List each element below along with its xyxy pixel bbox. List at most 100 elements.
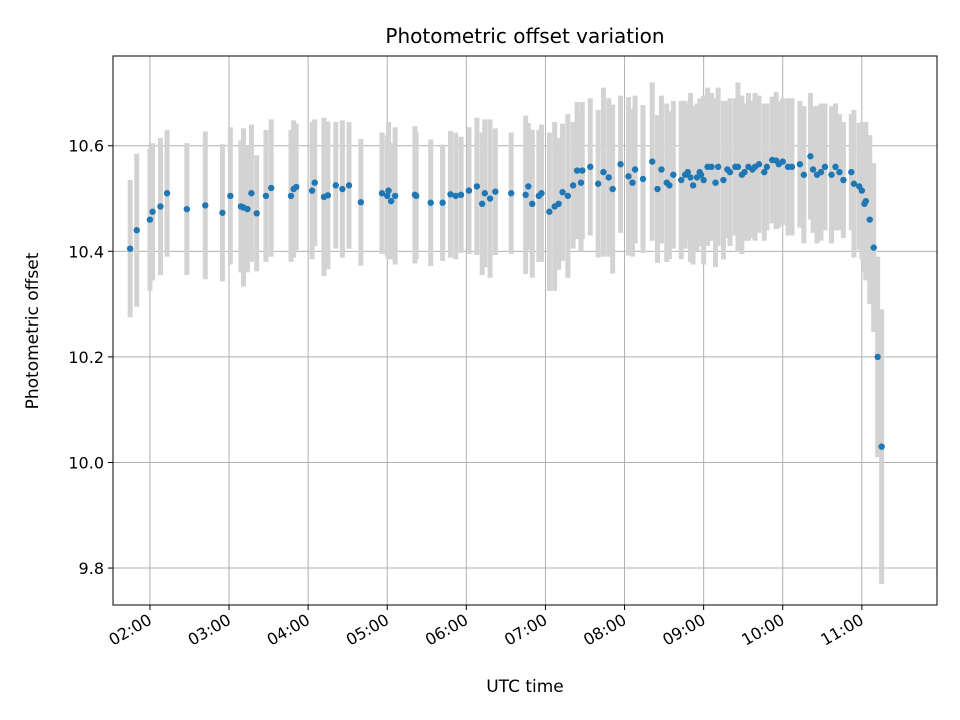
data-point [525, 183, 532, 190]
x-tick-label: 11:00 [817, 610, 866, 650]
data-point [339, 185, 346, 193]
data-point [293, 183, 300, 191]
data-point [492, 188, 499, 195]
data-point [439, 199, 446, 206]
data-point [452, 192, 459, 200]
data-point [858, 187, 866, 194]
data-point [741, 168, 748, 176]
data-point [678, 176, 685, 184]
data-point [244, 205, 251, 213]
data-point [478, 200, 486, 208]
data-point [324, 192, 332, 199]
data-point [687, 174, 694, 181]
data-point [600, 168, 607, 176]
y-tick-label: 9.8 [79, 559, 104, 578]
data-point [658, 166, 665, 173]
y-tick-label: 10.0 [68, 453, 104, 472]
data-point [345, 182, 353, 189]
data-point [779, 158, 786, 165]
data-point [447, 191, 454, 198]
data-point [473, 183, 481, 190]
data-point [268, 184, 275, 192]
data-point [507, 190, 515, 197]
data-point [587, 163, 594, 171]
data-point [689, 182, 697, 189]
data-point [385, 187, 392, 194]
data-point [126, 245, 134, 252]
x-tick-label: 05:00 [343, 610, 392, 650]
y-tick-label: 10.6 [68, 137, 104, 156]
x-tick-label: 09:00 [659, 610, 708, 650]
data-point [529, 200, 536, 208]
data-point [625, 173, 632, 180]
errorbar-layer [127, 82, 885, 584]
data-point [836, 168, 843, 176]
data-point [761, 168, 768, 176]
data-point [573, 167, 581, 174]
x-tick-label: 07:00 [501, 610, 550, 650]
data-point [357, 199, 365, 206]
data-point [649, 158, 656, 165]
data-point [821, 163, 829, 171]
data-point [670, 171, 677, 178]
data-point [157, 203, 164, 210]
y-tick-label: 10.4 [68, 242, 104, 261]
data-point [555, 200, 562, 208]
data-point [629, 179, 636, 186]
data-point [817, 168, 825, 176]
data-point [577, 179, 585, 186]
x-axis-title: UTC time [486, 677, 564, 697]
data-point [870, 244, 877, 251]
data-point [163, 190, 171, 197]
data-point [878, 443, 885, 450]
data-point [569, 182, 577, 189]
data-point [413, 192, 420, 200]
data-point [227, 192, 234, 200]
y-axis-title: Photometric offset [23, 252, 43, 409]
data-point [800, 171, 808, 178]
data-point [617, 161, 624, 168]
data-point [146, 216, 154, 223]
chart-title: Photometric offset variation [385, 24, 664, 48]
data-point [202, 202, 209, 209]
data-point [287, 192, 295, 200]
data-point [874, 353, 881, 361]
data-point [481, 190, 488, 197]
x-tick-label: 02:00 [105, 610, 154, 650]
data-point [809, 166, 817, 173]
data-point [654, 185, 661, 193]
x-tick-label: 03:00 [185, 610, 234, 650]
data-point [332, 182, 340, 189]
data-point [755, 161, 763, 168]
data-point [427, 199, 434, 206]
data-point [522, 191, 529, 199]
data-point [387, 197, 395, 205]
data-point [219, 209, 226, 216]
data-point [538, 190, 545, 197]
plot-area-frame [112, 55, 938, 606]
data-point [253, 210, 260, 217]
x-tick-label: 04:00 [264, 610, 313, 650]
data-point [183, 205, 191, 213]
data-point [391, 192, 399, 200]
data-point [866, 216, 873, 223]
data-point [848, 168, 855, 176]
point-layer [126, 153, 885, 450]
data-point [832, 163, 839, 171]
data-point [308, 187, 316, 194]
data-point [700, 176, 707, 184]
data-point [714, 163, 722, 171]
x-tick-label: 06:00 [422, 610, 471, 650]
data-point [697, 171, 705, 178]
data-point [828, 171, 835, 178]
data-point [605, 174, 612, 181]
data-point [726, 168, 734, 176]
data-point [465, 187, 473, 194]
x-tick-label: 10:00 [738, 610, 787, 650]
data-point [457, 191, 465, 199]
data-point [850, 180, 858, 187]
data-point [796, 161, 804, 168]
data-point [720, 176, 727, 184]
data-point [311, 179, 318, 186]
